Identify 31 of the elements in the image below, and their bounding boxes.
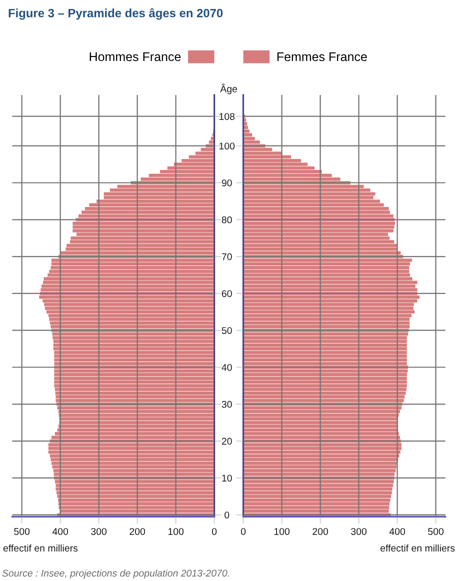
- x-tick-label: 200: [130, 528, 146, 535]
- x-tick-label: 300: [351, 528, 367, 535]
- x-tick-label: 100: [274, 528, 290, 535]
- x-tick-label: 400: [52, 528, 68, 535]
- x-tick-label: 0: [240, 528, 246, 535]
- x-axis-title: effectif en milliers: [3, 544, 78, 552]
- source-note: Source : Insee, projections de population 2013-2070.: [2, 569, 229, 579]
- x-tick-label: 500: [14, 528, 30, 535]
- x-axis-title: effectif en milliers: [380, 544, 455, 552]
- y-tick-label: 20: [222, 438, 232, 445]
- text: Femmes France: [277, 52, 367, 62]
- y-tick-label: 70: [222, 253, 232, 260]
- y-tick-label: 100: [219, 142, 235, 150]
- y-tick-label: 80: [222, 216, 232, 224]
- x-tick-label: 500: [428, 528, 444, 535]
- y-tick-label: 0: [224, 512, 230, 518]
- y-tick-label: 30: [222, 400, 232, 408]
- y-tick-label: 10: [222, 474, 232, 482]
- legend-label: Hommes France: [90, 52, 181, 62]
- x-tick-label: 100: [168, 528, 184, 535]
- y-tick-label: 90: [222, 179, 232, 186]
- y-axis-title: Âge: [220, 84, 238, 94]
- x-tick-label: 200: [312, 528, 328, 535]
- y-tick-label: 40: [222, 364, 232, 371]
- chart-title: Figure 3 – Pyramide des âges en 2070: [8, 8, 223, 20]
- x-tick-label: 400: [389, 528, 406, 535]
- y-tick-label: 50: [222, 327, 232, 334]
- x-tick-label: 300: [91, 528, 107, 535]
- y-tick-label: 60: [222, 290, 232, 298]
- x-tick-label: 0: [212, 528, 217, 535]
- y-tick-label: 108: [219, 113, 235, 120]
